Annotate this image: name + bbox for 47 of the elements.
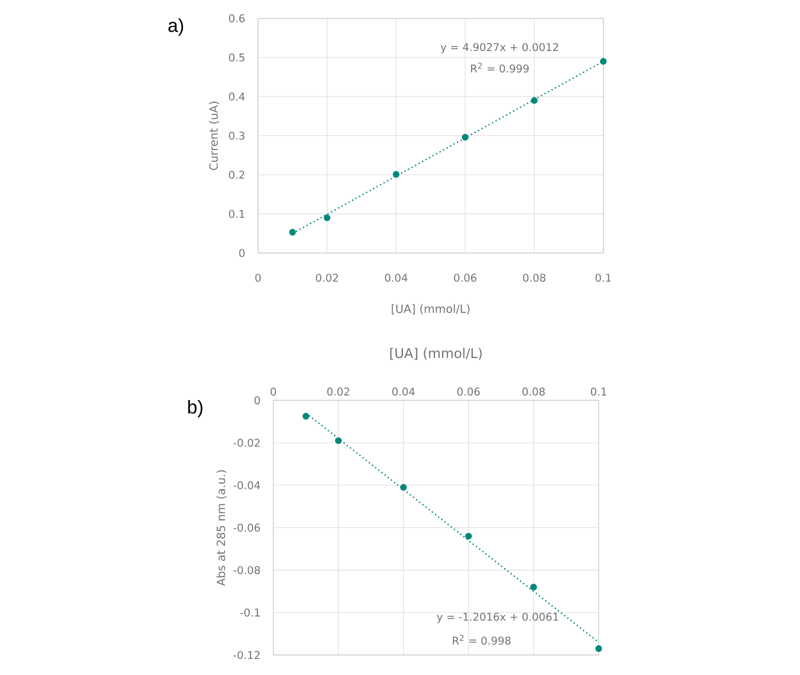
x-tick-label: 0.06 [457, 388, 480, 396]
x-tick-label: 0.08 [522, 388, 545, 396]
y-tick-label: 0 [254, 396, 260, 404]
x-tick-label: 0.1 [590, 388, 606, 396]
y-tick-label: -0.02 [234, 438, 260, 447]
y-tick-label: -0.04 [234, 481, 260, 490]
y-tick-label: -0.12 [234, 650, 260, 660]
y-axis-title: Abs at 285 nm (a.u.) [216, 470, 227, 586]
y-tick-label: 0.3 [229, 132, 244, 140]
point [600, 58, 607, 65]
y-tick-label: 0 [239, 248, 245, 258]
x-tick-label: 0.08 [523, 274, 546, 282]
annotation: y = 4.9027x + 0.0012 [440, 43, 558, 54]
y-tick-label: 0.4 [229, 92, 245, 101]
x-tick-label: 0.06 [454, 274, 476, 282]
point [462, 134, 469, 141]
text: b) [188, 400, 202, 418]
x-tick-label: 0.04 [392, 388, 415, 396]
y-tick-label: -0.1 [240, 608, 260, 617]
point [289, 228, 296, 236]
point [302, 412, 310, 420]
annotation: y = -1.2016x + 0.0061 [436, 612, 558, 623]
x-tick-label: 0 [270, 388, 276, 396]
point [392, 171, 400, 178]
y-tick-label: 0.6 [229, 14, 245, 22]
x-axis-title: [UA] (mmol/L) [392, 304, 470, 314]
y-tick-label: -0.08 [234, 566, 260, 574]
x-tick-label: 0.02 [327, 388, 350, 396]
y-tick-label: 0.2 [229, 170, 244, 179]
point [595, 645, 602, 652]
annotation: R$^{2}$ = 0.998 [452, 634, 511, 645]
x-tick-label: 0.1 [596, 274, 611, 282]
annotation: R$^{2}$ = 0.999 [471, 62, 529, 73]
point [530, 97, 538, 104]
point [324, 214, 330, 222]
y-tick-label: 0.5 [229, 53, 244, 62]
x-tick-label: 0.02 [316, 274, 338, 282]
y-tick-label: 0.1 [229, 210, 244, 218]
x-axis-title: [UA] (mmol/L) [390, 348, 482, 360]
point [400, 484, 407, 491]
point [335, 437, 342, 444]
point [530, 584, 537, 590]
text: a) [168, 18, 184, 36]
point [465, 532, 472, 540]
x-tick-label: 0.04 [384, 274, 408, 282]
y-axis-title: Current (uA) [209, 102, 220, 170]
y-tick-label: -0.06 [234, 524, 260, 532]
